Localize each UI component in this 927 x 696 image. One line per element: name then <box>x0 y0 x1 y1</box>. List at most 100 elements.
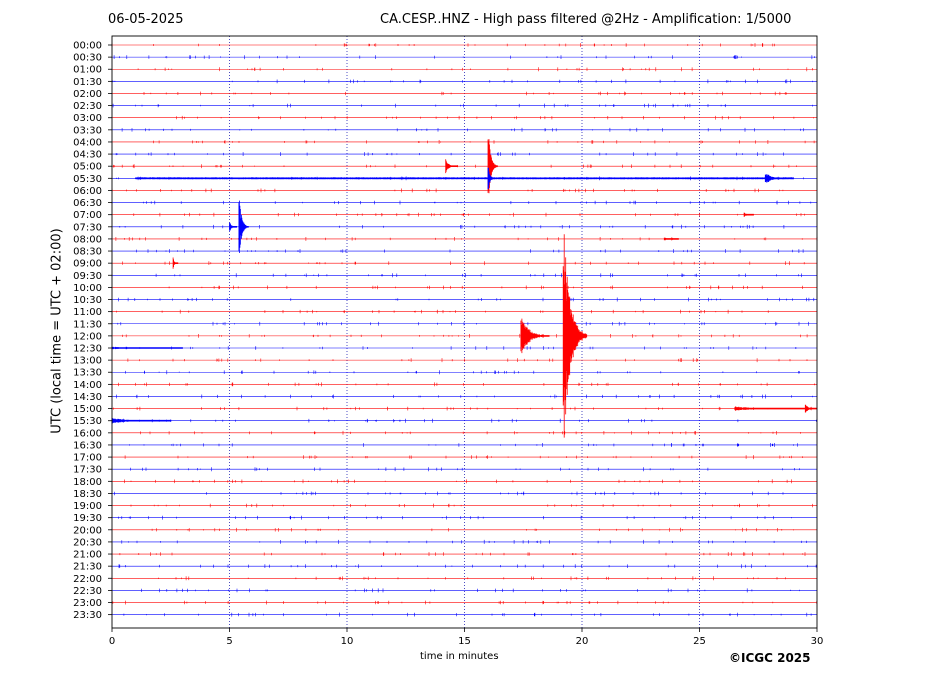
y-tick-label: 20:00 <box>73 525 102 536</box>
y-tick-label: 15:30 <box>73 416 102 427</box>
x-tick-label: 30 <box>811 636 824 647</box>
y-tick-label: 22:00 <box>73 574 102 585</box>
trace-noise <box>133 212 805 217</box>
y-tick-label: 01:00 <box>73 65 102 76</box>
seismic-event <box>135 177 794 180</box>
seismic-event <box>487 139 498 194</box>
y-tick-label: 22:30 <box>73 586 102 597</box>
trace-noise <box>122 261 805 266</box>
y-tick-label: 19:30 <box>73 513 102 524</box>
y-tick-label: 06:30 <box>73 198 102 209</box>
chart-title: CA.CESP..HNZ - High pass filtered @2Hz -… <box>380 12 792 27</box>
trace-noise <box>113 164 797 169</box>
y-tick-label: 16:30 <box>73 440 102 451</box>
y-tick-label: 08:00 <box>73 234 102 245</box>
trace-noise <box>113 55 815 60</box>
y-tick-label: 11:00 <box>73 307 102 318</box>
y-tick-label: 16:00 <box>73 428 102 439</box>
trace-noise <box>115 152 784 156</box>
y-tick-label: 03:30 <box>73 125 102 136</box>
y-tick-label: 19:00 <box>73 501 102 512</box>
trace-noise <box>123 612 812 617</box>
seismic-event <box>734 406 806 411</box>
y-tick-label: 23:00 <box>73 598 102 609</box>
y-tick-label: 11:30 <box>73 319 102 330</box>
trace-noise <box>112 103 813 108</box>
y-tick-label: 02:00 <box>73 89 102 100</box>
trace-noise <box>117 321 809 326</box>
trace-noise <box>151 527 794 532</box>
trace-noise <box>136 249 804 253</box>
seismic-event <box>238 200 249 253</box>
trace-noise <box>118 382 815 387</box>
x-tick-label: 5 <box>226 636 232 647</box>
x-tick-label: 0 <box>109 636 115 647</box>
y-tick-label: 21:30 <box>73 562 102 573</box>
y-tick-label: 18:30 <box>73 489 102 500</box>
trace-noise <box>112 600 817 605</box>
y-tick-label: 15:00 <box>73 404 102 415</box>
trace-noise <box>116 394 813 399</box>
y-tick-label: 05:30 <box>73 174 102 185</box>
trace-noise <box>111 309 769 314</box>
seismic-event <box>804 404 818 413</box>
trace-noise <box>143 91 787 96</box>
trace-noise <box>124 455 803 460</box>
y-tick-label: 08:30 <box>73 247 102 258</box>
y-tick-label: 09:30 <box>73 271 102 282</box>
trace-noise <box>112 79 813 84</box>
chart-date: 06-05-2025 <box>108 12 184 27</box>
trace-noise <box>119 552 806 556</box>
y-tick-label: 02:30 <box>73 101 102 112</box>
y-tick-label: 14:30 <box>73 392 102 403</box>
y-tick-label: 04:00 <box>73 137 102 148</box>
trace-noise <box>111 188 784 193</box>
trace-noise <box>141 588 800 593</box>
trace-noise <box>119 224 785 229</box>
trace-noise <box>130 503 813 508</box>
trace-noise <box>118 564 817 569</box>
trace-noise <box>118 297 815 302</box>
seismic-event <box>111 346 183 350</box>
trace-noise <box>153 140 815 144</box>
trace-noise <box>168 285 803 290</box>
y-tick-label: 07:30 <box>73 222 102 233</box>
plot-frame <box>111 35 818 629</box>
trace-noise <box>176 115 814 120</box>
seismic-event <box>487 167 496 190</box>
y-tick-label: 10:00 <box>73 283 102 294</box>
x-tick-label: 10 <box>341 636 354 647</box>
seismic-event <box>764 174 785 183</box>
trace-noise <box>137 67 813 72</box>
seismic-event <box>663 237 679 241</box>
y-tick-label: 07:00 <box>73 210 102 221</box>
x-tick-label: 15 <box>458 636 471 647</box>
seismic-event <box>445 159 458 174</box>
y-tick-label: 10:30 <box>73 295 102 306</box>
y-tick-label: 13:00 <box>73 356 102 367</box>
y-tick-label: 13:30 <box>73 368 102 379</box>
trace-noise <box>122 333 808 338</box>
y-tick-label: 20:30 <box>73 537 102 548</box>
y-tick-label: 04:30 <box>73 150 102 161</box>
trace-noise <box>129 443 798 447</box>
seismic-event <box>172 257 179 269</box>
trace-noise <box>125 370 800 375</box>
seismic-event <box>111 418 172 424</box>
trace-noise <box>118 515 792 520</box>
y-tick-label: 03:00 <box>73 113 102 124</box>
seismic-event <box>229 222 237 231</box>
y-tick-label: 14:00 <box>73 380 102 391</box>
y-tick-label: 23:30 <box>73 610 102 621</box>
trace-noise <box>158 576 786 581</box>
x-tick-label: 20 <box>576 636 589 647</box>
y-tick-label: 00:00 <box>73 41 102 52</box>
trace-noise <box>121 539 807 544</box>
y-tick-label: 21:00 <box>73 550 102 561</box>
trace-noise <box>127 358 808 363</box>
trace-noise <box>121 127 804 132</box>
y-tick-label: 09:00 <box>73 259 102 270</box>
x-tick-label: 25 <box>693 636 706 647</box>
seismic-event <box>520 318 550 354</box>
